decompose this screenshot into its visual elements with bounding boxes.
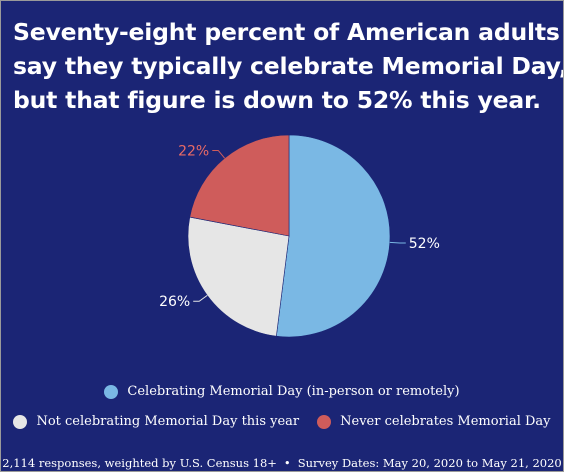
data-label-never: 22% xyxy=(178,143,209,159)
title-line-3: but that figure is down to 52% this year… xyxy=(13,86,541,114)
leader-line-never xyxy=(212,149,226,159)
data-label-not-celebrating: 26% xyxy=(159,294,190,310)
footer-separator: • xyxy=(283,456,291,470)
legend-label-not-celebrating: Not celebrating Memorial Day this year xyxy=(36,414,300,429)
legend-row-1: Celebrating Memorial Day (in-person or r… xyxy=(1,384,563,399)
pie-slice-never xyxy=(189,134,290,237)
legend-row-2: Not celebrating Memorial Day this year N… xyxy=(1,414,563,429)
title-line-2: say they typically celebrate Memorial Da… xyxy=(13,52,564,80)
chart-title: Seventy-eight percent of American adults… xyxy=(13,15,564,117)
legend-label-never: Never celebrates Memorial Day xyxy=(340,414,551,429)
legend-item-never: Never celebrates Memorial Day xyxy=(317,414,551,429)
legend-swatch-celebrating xyxy=(104,384,119,399)
legend-item-celebrating: Celebrating Memorial Day (in-person or r… xyxy=(104,384,460,399)
pie-slice-not-celebrating xyxy=(187,216,290,337)
legend-item-not-celebrating: Not celebrating Memorial Day this year xyxy=(13,414,299,429)
title-line-1: Seventy-eight percent of American adults xyxy=(13,18,560,46)
pie-slice-celebrating xyxy=(276,134,391,338)
legend-swatch-not-celebrating xyxy=(13,414,28,429)
legend-label-celebrating: Celebrating Memorial Day (in-person or r… xyxy=(127,384,460,399)
footer-responses: 2,114 responses, weighted by U.S. Census… xyxy=(2,456,277,470)
footer-dates: Survey Dates: May 20, 2020 to May 21, 20… xyxy=(297,456,562,470)
leader-line-celebrating xyxy=(389,241,406,244)
legend-swatch-never xyxy=(317,414,332,429)
data-label-celebrating: 52% xyxy=(409,236,440,252)
leader-line-not-celebrating xyxy=(193,294,208,302)
chart-footer: 2,114 responses, weighted by U.S. Census… xyxy=(1,456,563,470)
